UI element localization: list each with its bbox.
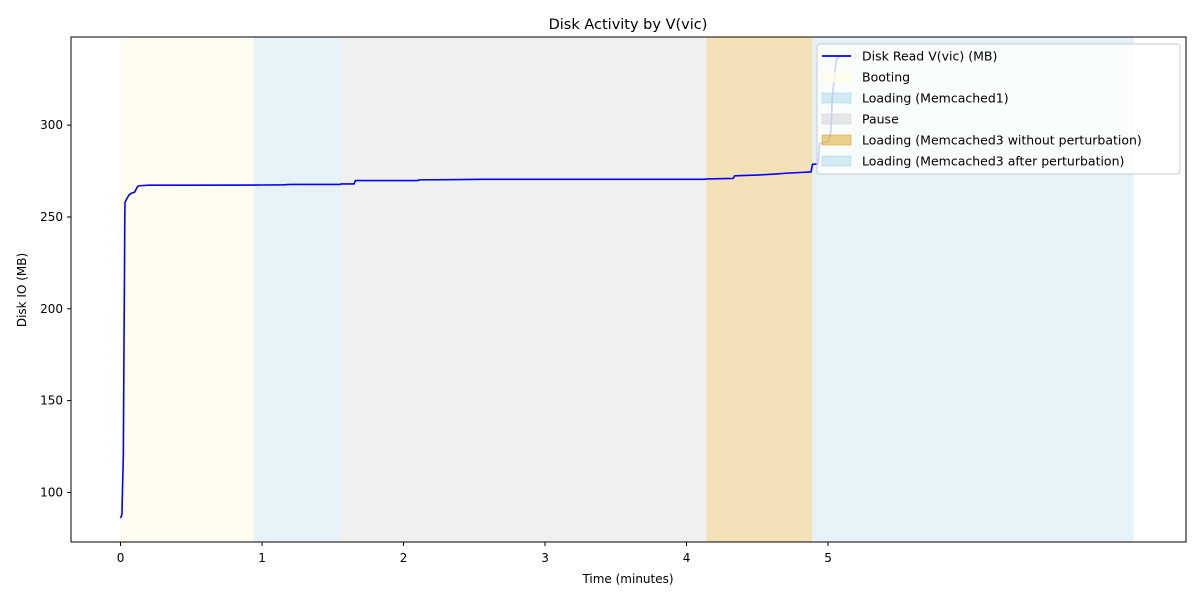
region-2: [253, 37, 340, 542]
legend-label: Pause: [862, 112, 899, 127]
legend-swatch-patch: [821, 113, 852, 125]
legend-label: Booting: [862, 70, 910, 85]
shaded-regions: [120, 37, 1134, 542]
chart-title: Disk Activity by V(vic): [549, 17, 708, 33]
y-tick-label: 100: [40, 485, 63, 499]
legend-swatch-patch: [821, 155, 852, 167]
plot-frame: [70, 36, 1187, 543]
legend-swatch-patch: [821, 134, 852, 146]
x-tick-label: 0: [117, 551, 125, 565]
x-axis-label: Time (minutes): [581, 572, 673, 586]
legend-label: Loading (Memcached1): [862, 91, 1009, 106]
region-4: [706, 37, 813, 542]
region-3: [339, 37, 707, 542]
x-tick-label: 1: [258, 551, 266, 565]
legend: Disk Read V(vic) (MB) Booting Loading (Mem…: [816, 43, 1181, 175]
legend-box: [816, 43, 1181, 175]
legend-label: Loading (Memcached3 without perturbation…: [862, 133, 1142, 148]
x-tick-label: 3: [541, 551, 549, 565]
legend-label: Disk Read V(vic) (MB): [862, 49, 997, 64]
legend-swatch-patch: [821, 92, 852, 104]
x-tick-label: 5: [824, 551, 832, 565]
legend-swatch-patch: [821, 71, 852, 83]
y-axis-label: Disk IO (MB): [15, 253, 29, 327]
region-1: [120, 37, 254, 542]
legend-label: Loading (Memcached3 after perturbation): [862, 154, 1124, 169]
x-tick-label: 4: [683, 551, 691, 565]
x-tick-label: 2: [400, 551, 408, 565]
y-tick-label: 200: [40, 302, 63, 316]
x-axis-ticks: 0 1 2 3 4 5: [117, 542, 832, 565]
y-axis-ticks: 100 150 200 250 300: [40, 118, 71, 499]
y-tick-label: 150: [40, 394, 63, 408]
y-tick-label: 300: [40, 118, 63, 132]
y-tick-label: 250: [40, 210, 63, 224]
